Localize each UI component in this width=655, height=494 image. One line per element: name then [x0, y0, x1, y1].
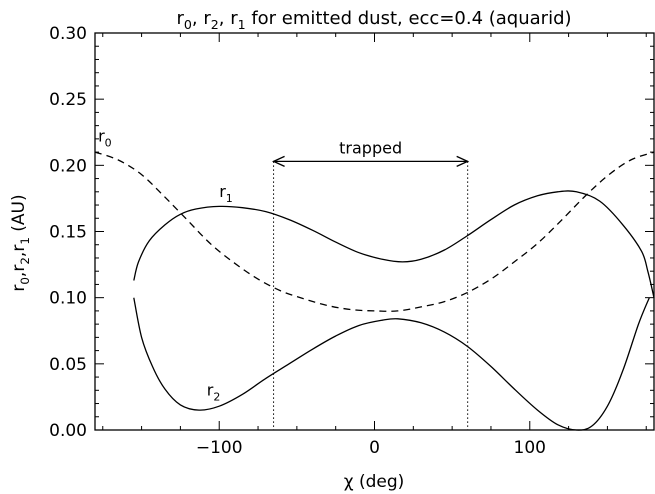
y-tick-label: 0.05	[49, 355, 87, 375]
y-axis-label-group: r0,r2,r1 (AU)	[9, 194, 32, 291]
x-axis-label: χ (deg)	[344, 472, 405, 492]
y-tick-label: 0.10	[49, 289, 87, 309]
x-tick-label: 100	[514, 438, 546, 458]
series-label-r2: r2	[207, 381, 221, 404]
y-axis-label: r0,r2,r1 (AU)	[9, 194, 32, 291]
x-tick-label: 0	[369, 438, 380, 458]
series-label-r0: r0	[98, 127, 112, 150]
trapped-arrow-head-left	[271, 155, 285, 167]
y-tick-label: 0.30	[49, 24, 87, 44]
series-label-r1: r1	[219, 182, 233, 205]
series-line-r1	[133, 190, 655, 298]
y-tick-label: 0.00	[49, 421, 87, 441]
trapped-arrow-head-right	[456, 155, 470, 167]
y-tick-label: 0.25	[49, 90, 87, 110]
series-line-r0	[94, 151, 655, 312]
x-tick-label: −100	[196, 438, 243, 458]
trapped-label: trapped	[339, 138, 402, 157]
y-tick-label: 0.15	[49, 223, 87, 243]
series-line-r2	[133, 297, 650, 431]
y-tick-label: 0.20	[49, 156, 87, 176]
plot-area: −100 0 100 0.00 0.05 0.10 0.15 0.20 0.25 0.30 r0 r1…	[49, 24, 655, 458]
chart-title: r0, r2, r1 for emitted dust, ecc=0.4 (aq…	[176, 8, 571, 32]
plot-frame	[94, 32, 655, 431]
